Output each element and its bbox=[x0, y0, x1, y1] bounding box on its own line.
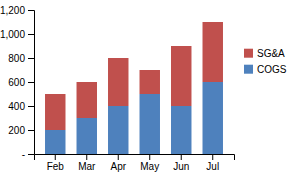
x-tick-mark bbox=[149, 154, 150, 160]
bar bbox=[203, 82, 223, 154]
bar bbox=[108, 58, 128, 106]
legend-item: SG&A bbox=[244, 48, 285, 59]
y-tick: 800 bbox=[8, 53, 34, 64]
x-tick-label: May bbox=[140, 161, 159, 172]
y-tick-label: 1,000 bbox=[0, 29, 25, 40]
plot-area: - 200 400 600 800 1,000 1,200 Feb Mar Apr May Jun Ju… bbox=[0, 5, 235, 172]
y-tick-label: 800 bbox=[8, 53, 25, 64]
x-tick-label: Jul bbox=[206, 161, 219, 172]
bar bbox=[171, 106, 191, 154]
bar bbox=[77, 82, 97, 118]
bar bbox=[45, 130, 65, 154]
bar bbox=[77, 118, 97, 154]
legend-label: COGS bbox=[257, 64, 287, 75]
x-tick: Apr bbox=[110, 154, 126, 172]
y-tick: 200 bbox=[8, 125, 34, 136]
x-tick-mark bbox=[181, 154, 182, 160]
bar-series bbox=[45, 82, 223, 154]
y-tick-mark bbox=[28, 10, 34, 11]
y-tick-mark bbox=[28, 58, 34, 59]
bar bbox=[171, 46, 191, 106]
x-tick: Jul bbox=[206, 154, 219, 172]
x-tick-label: Feb bbox=[47, 161, 65, 172]
legend-swatch bbox=[244, 65, 253, 74]
x-tick-mark bbox=[212, 154, 213, 160]
y-tick: 1,200 bbox=[0, 5, 34, 16]
x-tick-mark bbox=[55, 154, 56, 160]
x-tick: Jun bbox=[173, 154, 189, 172]
x-tick-mark bbox=[86, 154, 87, 160]
y-tick-mark bbox=[28, 34, 34, 35]
bar bbox=[45, 94, 65, 130]
x-tick-label: Jun bbox=[173, 161, 189, 172]
bar bbox=[140, 94, 160, 154]
chart-svg: - 200 400 600 800 1,000 1,200 Feb Mar Apr May Jun Ju… bbox=[0, 0, 290, 174]
legend-item: COGS bbox=[244, 64, 287, 75]
x-tick: Feb bbox=[47, 154, 65, 172]
y-tick-mark bbox=[28, 106, 34, 107]
y-tick-mark bbox=[28, 154, 34, 155]
y-tick-label: 600 bbox=[8, 77, 25, 88]
y-tick-label: - bbox=[22, 149, 25, 160]
y-tick-label: 1,200 bbox=[0, 5, 25, 16]
y-axis-line bbox=[28, 11, 35, 155]
y-tick-label: 200 bbox=[8, 125, 25, 136]
bar bbox=[140, 70, 160, 94]
chart-container: - 200 400 600 800 1,000 1,200 Feb Mar Apr May Jun Ju… bbox=[0, 0, 290, 174]
bar bbox=[203, 22, 223, 82]
y-tick-label: 400 bbox=[8, 101, 25, 112]
bars bbox=[45, 22, 223, 154]
bar bbox=[108, 106, 128, 154]
x-axis-line bbox=[35, 155, 235, 161]
legend: SG&A COGS bbox=[244, 48, 287, 75]
y-tick-mark bbox=[28, 82, 34, 83]
y-tick-mark bbox=[28, 130, 34, 131]
x-tick-label: Apr bbox=[110, 161, 126, 172]
y-tick: 400 bbox=[8, 101, 34, 112]
x-tick: Mar bbox=[78, 154, 96, 172]
x-tick-mark bbox=[118, 154, 119, 160]
y-tick: - bbox=[22, 149, 34, 160]
legend-label: SG&A bbox=[257, 48, 285, 59]
y-tick: 1,000 bbox=[0, 29, 34, 40]
x-axis: Feb Mar Apr May Jun Jul bbox=[35, 154, 235, 172]
x-tick-label: Mar bbox=[78, 161, 96, 172]
legend-swatch bbox=[244, 49, 253, 58]
x-tick: May bbox=[140, 154, 159, 172]
y-axis: - 200 400 600 800 1,000 1,200 bbox=[0, 5, 35, 160]
bar-series bbox=[45, 22, 223, 130]
y-tick: 600 bbox=[8, 77, 34, 88]
